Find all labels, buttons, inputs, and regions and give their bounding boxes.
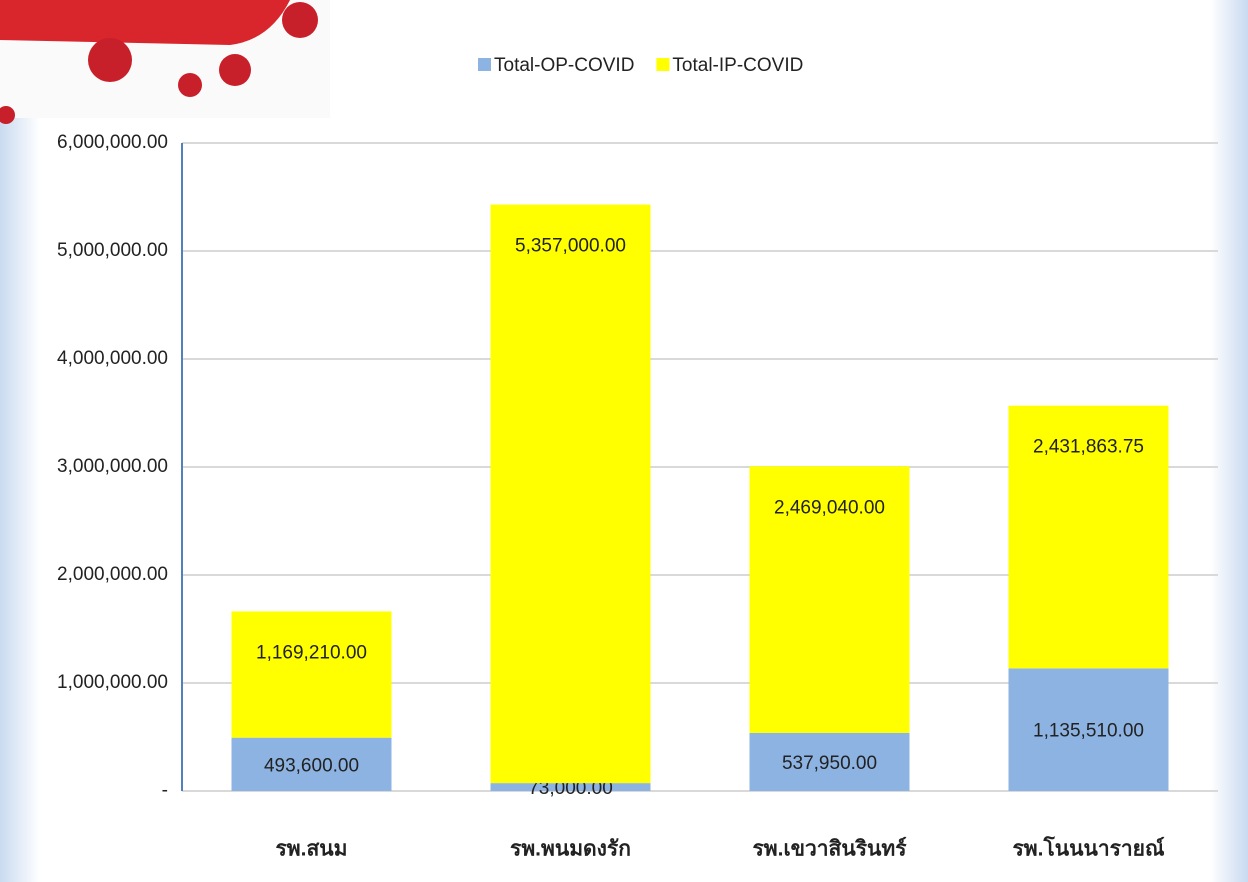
legend-label: Total-OP-COVID bbox=[494, 55, 634, 76]
data-label: 2,431,863.75 bbox=[1033, 437, 1144, 458]
background-edge bbox=[1210, 0, 1248, 882]
data-label: 1,135,510.00 bbox=[1033, 721, 1144, 742]
x-tick-label: รพ.สนม bbox=[276, 838, 348, 861]
legend-swatch bbox=[478, 58, 491, 71]
x-tick-label: รพ.เขวาสินรินทร์ bbox=[752, 837, 907, 861]
x-tick-label: รพ.โนนนารายณ์ bbox=[1013, 836, 1165, 861]
y-tick-label: 2,000,000.00 bbox=[57, 564, 168, 585]
data-label: 1,169,210.00 bbox=[256, 642, 367, 663]
bar-segment bbox=[231, 611, 392, 738]
y-tick-label: 4,000,000.00 bbox=[57, 348, 168, 369]
data-label: 537,950.00 bbox=[782, 753, 877, 774]
y-tick-label: 3,000,000.00 bbox=[57, 456, 168, 477]
background-edge bbox=[0, 0, 40, 882]
bar-segment bbox=[749, 732, 910, 791]
logo bbox=[0, 0, 330, 124]
y-tick-label: 5,000,000.00 bbox=[57, 240, 168, 261]
data-label: 493,600.00 bbox=[264, 755, 359, 776]
bar-segment bbox=[1008, 405, 1169, 669]
legend-swatch bbox=[656, 58, 670, 71]
bar-segment bbox=[231, 737, 392, 791]
bar-segment bbox=[749, 466, 910, 733]
x-tick-label: รพ.พนมดงรัก bbox=[510, 838, 631, 861]
y-tick-label: 1,000,000.00 bbox=[57, 672, 168, 693]
data-label: 2,469,040.00 bbox=[774, 497, 885, 518]
data-label: 5,357,000.00 bbox=[515, 236, 626, 257]
bar-segment bbox=[1008, 668, 1169, 791]
bar-segment bbox=[490, 783, 651, 791]
bar-segment bbox=[490, 204, 651, 784]
y-tick-label: - bbox=[162, 780, 168, 801]
y-tick-label: 6,000,000.00 bbox=[57, 132, 168, 153]
legend-label: Total-IP-COVID bbox=[672, 55, 803, 76]
data-label: 73,000.00 bbox=[528, 778, 613, 799]
